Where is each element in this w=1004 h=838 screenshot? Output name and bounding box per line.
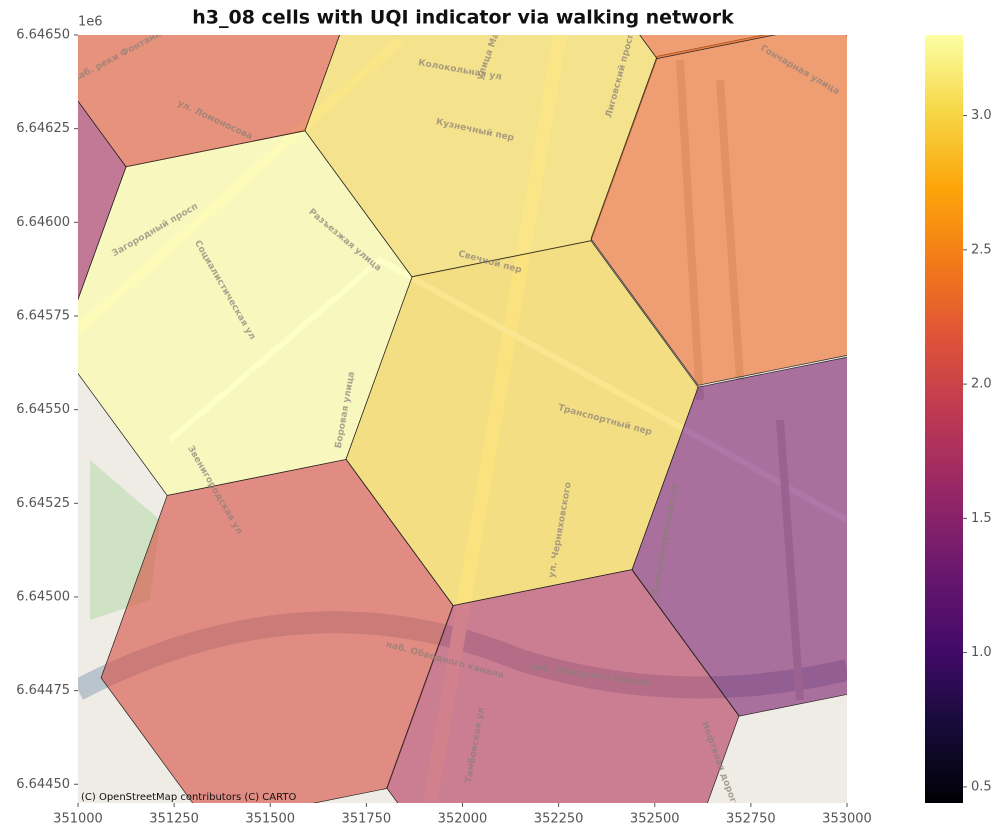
colorbar-tick-label: 1.5 <box>971 511 992 526</box>
colorbar-tick-label: 3.0 <box>971 108 992 123</box>
chart-title: h3_08 cells with UQI indicator via walki… <box>192 7 734 29</box>
hex-cell <box>78 100 127 301</box>
y-tick-label: 6.64600 <box>16 215 70 230</box>
x-tick-label: 351750 <box>342 812 392 827</box>
colorbar-tick-label: 0.5 <box>971 779 992 794</box>
hex-cell <box>78 35 340 168</box>
x-tick-label: 352000 <box>438 812 488 827</box>
colorbar-tick-label: 2.5 <box>971 242 992 257</box>
attribution: (C) OpenStreetMap contributors (C) CARTO <box>81 792 296 803</box>
x-tick-label: 351000 <box>53 812 103 827</box>
y-tick-label: 6.64575 <box>16 308 70 323</box>
y-tick-label: 6.64525 <box>16 496 70 511</box>
hex-cell <box>639 35 777 59</box>
colorbar-tick-label: 1.0 <box>971 645 992 660</box>
hex-cell <box>386 569 740 803</box>
x-tick-label: 353000 <box>822 812 872 827</box>
x-tick-label: 352250 <box>534 812 584 827</box>
y-tick-label: 6.64500 <box>16 589 70 604</box>
y-offset-label: 1e6 <box>78 15 103 30</box>
x-tick-label: 352500 <box>630 812 680 827</box>
hex-cell <box>590 35 847 386</box>
y-tick-label: 6.64450 <box>16 777 70 792</box>
y-tick-label: 6.64650 <box>16 28 70 43</box>
x-tick-label: 351500 <box>245 812 295 827</box>
colorbar-tick-label: 2.0 <box>971 377 992 392</box>
y-tick-label: 6.64475 <box>16 683 70 698</box>
colorbar <box>925 35 963 803</box>
y-tick-label: 6.64625 <box>16 121 70 136</box>
y-tick-label: 6.64550 <box>16 402 70 417</box>
x-tick-label: 351250 <box>149 812 199 827</box>
x-tick-label: 352750 <box>726 812 776 827</box>
